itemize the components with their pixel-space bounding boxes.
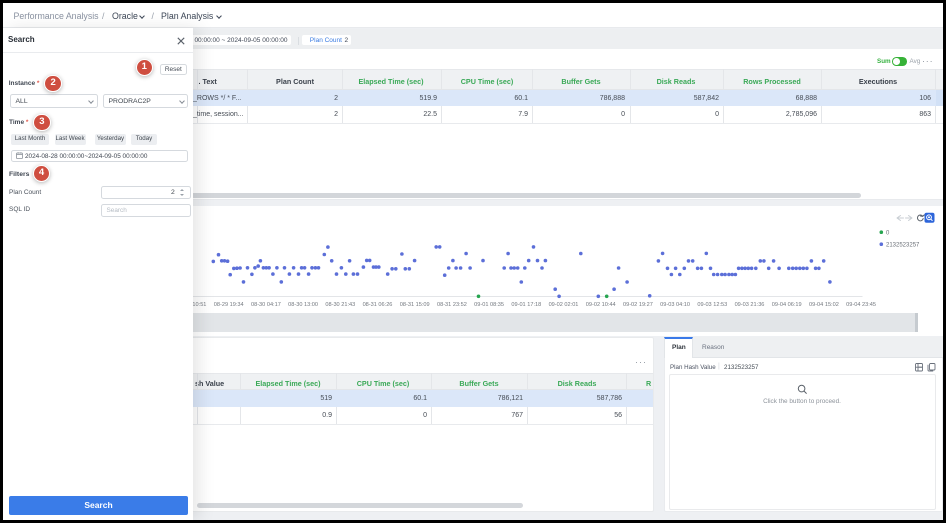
svg-text:08-30 21:43: 08-30 21:43 (325, 302, 355, 308)
svg-text:08-30 04:17: 08-30 04:17 (251, 302, 281, 308)
svg-text:09-01 08:35: 09-01 08:35 (474, 302, 504, 308)
svg-text:09-03 04:10: 09-03 04:10 (660, 302, 690, 308)
svg-text:0: 0 (886, 230, 890, 236)
svg-text:2132523257: 2132523257 (886, 242, 920, 248)
svg-text:09-04 06:19: 09-04 06:19 (772, 302, 802, 308)
svg-text:09-04 23:45: 09-04 23:45 (846, 302, 876, 308)
svg-text:08-31 06:26: 08-31 06:26 (363, 302, 393, 308)
svg-text:09-04 15:02: 09-04 15:02 (809, 302, 839, 308)
svg-text:09-02 10:44: 09-02 10:44 (586, 302, 616, 308)
svg-text:09-01 17:18: 09-01 17:18 (511, 302, 541, 308)
svg-text:09-03 21:36: 09-03 21:36 (735, 302, 765, 308)
svg-text:09-02 02:01: 09-02 02:01 (549, 302, 579, 308)
svg-text:08-29 19:34: 08-29 19:34 (214, 302, 244, 308)
svg-text:08-30 13:00: 08-30 13:00 (288, 302, 318, 308)
svg-text:09-03 12:53: 09-03 12:53 (697, 302, 727, 308)
svg-text:09-02 19:27: 09-02 19:27 (623, 302, 653, 308)
svg-text:08-31 15:09: 08-31 15:09 (400, 302, 430, 308)
svg-text:08-31 23:52: 08-31 23:52 (437, 302, 467, 308)
